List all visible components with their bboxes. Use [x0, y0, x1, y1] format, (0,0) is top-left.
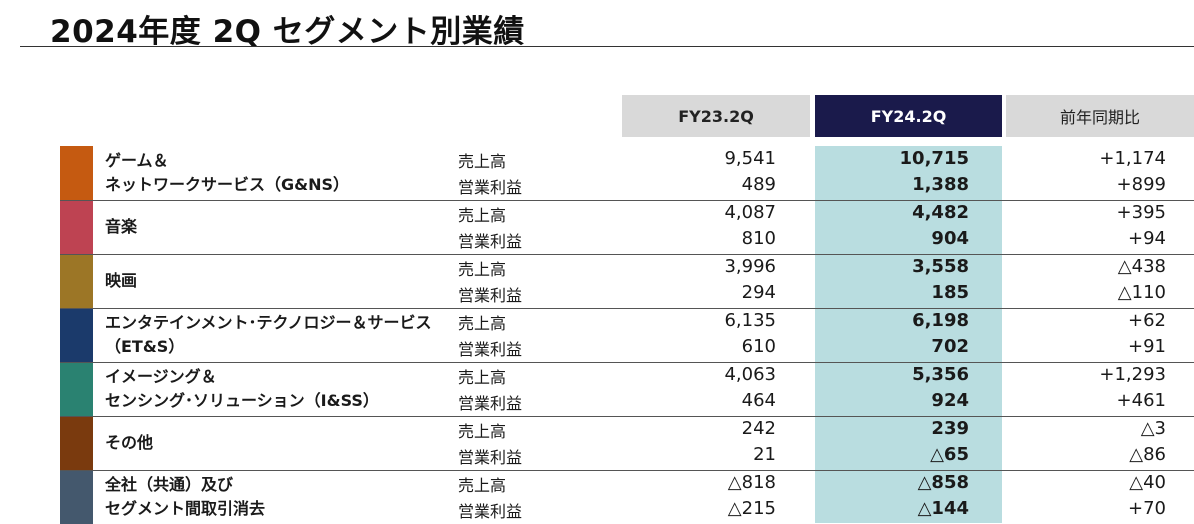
value-fy23: 294: [741, 282, 776, 303]
value-fy24: △144: [917, 498, 969, 519]
value-fy24: 4,482: [912, 202, 969, 223]
value-fy24: 3,558: [912, 256, 969, 277]
segment-name: エンタテインメント･テクノロジー＆サービス （ET&S）: [105, 313, 432, 356]
value-fy23: 242: [741, 418, 776, 439]
segment-row: 音楽 売上高 4,087 4,482 +395 営業利益 810 904 +94: [0, 200, 1194, 254]
segment-color-swatch: [60, 254, 93, 308]
metric-label: 売上高: [458, 476, 507, 495]
metric-label: 売上高: [458, 206, 507, 225]
row-separator: [60, 308, 1194, 309]
value-fy23: 6,135: [724, 310, 776, 331]
value-fy23: 810: [741, 228, 776, 249]
row-separator: [60, 254, 1194, 255]
value-yoy: +1,293: [1099, 364, 1166, 385]
segment-color-swatch: [60, 146, 93, 200]
segment-row: 全社（共通）及び セグメント間取引消去 売上高 △818 △858 △40 営業利益 △21…: [0, 470, 1194, 524]
fy24-column-highlight: [815, 146, 1002, 523]
value-fy24: 1,388: [912, 174, 969, 195]
segment-row: 映画 売上高 3,996 3,558 △438 営業利益 294 185 △110: [0, 254, 1194, 308]
segment-color-swatch: [60, 416, 93, 470]
segment-color-swatch: [60, 470, 93, 524]
segment-name: イメージング＆ センシング･ソリューション（I&SS）: [105, 367, 379, 410]
value-fy23: 4,063: [724, 364, 776, 385]
metric-label: 営業利益: [458, 394, 523, 413]
metric-label: 営業利益: [458, 340, 523, 359]
value-fy24: 924: [931, 390, 969, 411]
segment-color-swatch: [60, 308, 93, 362]
value-yoy: +899: [1116, 174, 1166, 195]
value-fy23: △215: [727, 498, 776, 519]
value-yoy: +1,174: [1099, 148, 1166, 169]
column-header-yoy: 前年同期比: [1006, 95, 1194, 137]
segment-name: 音楽: [105, 217, 138, 236]
value-fy23: 3,996: [724, 256, 776, 277]
value-fy23: 21: [753, 444, 776, 465]
value-fy23: 489: [741, 174, 776, 195]
value-fy24: 239: [931, 418, 969, 439]
metric-label: 売上高: [458, 314, 507, 333]
row-separator: [60, 200, 1194, 201]
segment-row: イメージング＆ センシング･ソリューション（I&SS） 売上高 4,063 5,356…: [0, 362, 1194, 416]
value-fy24: 904: [931, 228, 969, 249]
title-underline: [20, 46, 1194, 47]
page-title: 2024年度 2Q セグメント別業績: [50, 14, 525, 50]
value-yoy: +461: [1116, 390, 1166, 411]
segment-row: エンタテインメント･テクノロジー＆サービス （ET&S） 売上高 6,135 6,19…: [0, 308, 1194, 362]
metric-label: 売上高: [458, 422, 507, 441]
value-fy24: △858: [917, 472, 969, 493]
value-fy23: 464: [741, 390, 776, 411]
metric-label: 営業利益: [458, 286, 523, 305]
value-fy24: 6,198: [912, 310, 969, 331]
segment-row: その他 売上高 242 239 △3 営業利益 21 △65 △86: [0, 416, 1194, 470]
column-header-fy23: FY23.2Q: [622, 95, 810, 137]
metric-label: 営業利益: [458, 502, 523, 521]
row-separator: [60, 362, 1194, 363]
value-yoy: +94: [1128, 228, 1166, 249]
metric-label: 営業利益: [458, 178, 523, 197]
value-yoy: △3: [1140, 418, 1166, 439]
value-fy24: 185: [931, 282, 969, 303]
value-fy23: 9,541: [724, 148, 776, 169]
value-yoy: +70: [1128, 498, 1166, 519]
row-separator: [60, 470, 1194, 471]
value-fy23: 610: [741, 336, 776, 357]
row-separator: [60, 416, 1194, 417]
value-fy24: 5,356: [912, 364, 969, 385]
metric-label: 売上高: [458, 152, 507, 171]
value-fy24: △65: [930, 444, 969, 465]
metric-label: 売上高: [458, 368, 507, 387]
segment-name: 全社（共通）及び セグメント間取引消去: [105, 475, 266, 518]
value-yoy: +91: [1128, 336, 1166, 357]
metric-label: 売上高: [458, 260, 507, 279]
segment-name: 映画: [105, 271, 138, 290]
value-fy24: 702: [931, 336, 969, 357]
value-fy23: △818: [727, 472, 776, 493]
value-yoy: △86: [1129, 444, 1166, 465]
segment-name: ゲーム＆ ネットワークサービス（G&NS）: [105, 151, 350, 194]
value-yoy: +62: [1128, 310, 1166, 331]
segment-row: ゲーム＆ ネットワークサービス（G&NS） 売上高 9,541 10,715 +1,17…: [0, 146, 1194, 200]
value-fy24: 10,715: [899, 148, 969, 169]
column-header-fy24: FY24.2Q: [815, 95, 1002, 137]
value-yoy: △40: [1129, 472, 1166, 493]
value-fy23: 4,087: [724, 202, 776, 223]
metric-label: 営業利益: [458, 232, 523, 251]
value-yoy: △110: [1117, 282, 1166, 303]
metric-label: 営業利益: [458, 448, 523, 467]
segment-name: その他: [105, 433, 154, 452]
value-yoy: △438: [1117, 256, 1166, 277]
value-yoy: +395: [1116, 202, 1166, 223]
segment-color-swatch: [60, 362, 93, 416]
segment-color-swatch: [60, 200, 93, 254]
